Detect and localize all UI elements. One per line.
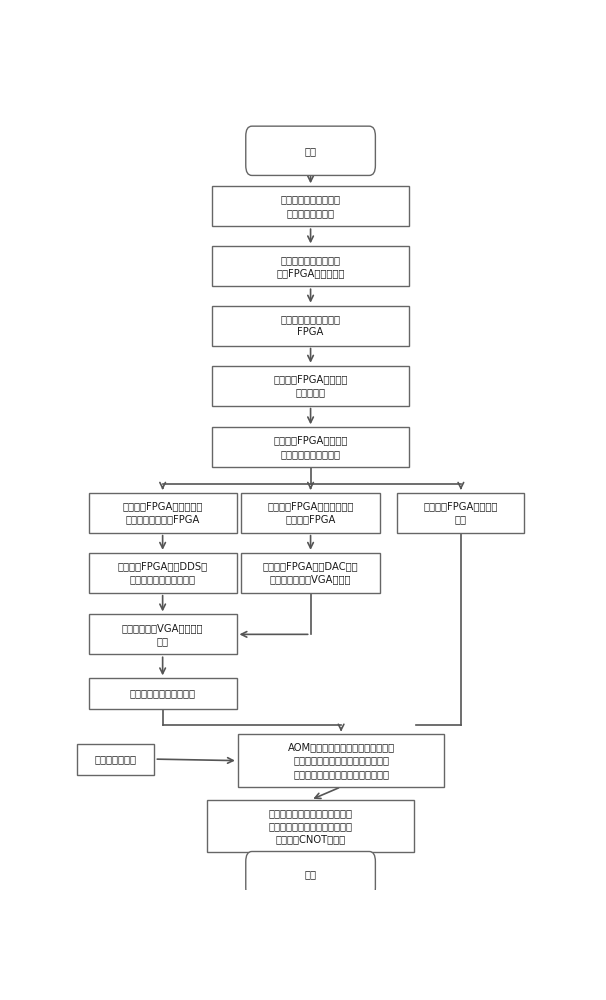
Text: AOM依据射频信号对激光进行调制，
输出不同频率、幅度和相位的激光，
并依据数字信号对激光进行通断控制: AOM依据射频信号对激光进行调制， 输出不同频率、幅度和相位的激光， 并依据数字… [287, 742, 395, 779]
Text: 激光器输出激光: 激光器输出激光 [95, 754, 137, 764]
Text: 射频合成FPGA设置DAC的输
出值，进而控制VGA的增益: 射频合成FPGA设置DAC的输 出值，进而控制VGA的增益 [263, 561, 358, 584]
Text: 结束: 结束 [305, 870, 316, 880]
FancyBboxPatch shape [88, 553, 236, 593]
Text: 开始: 开始 [305, 146, 316, 156]
FancyBboxPatch shape [207, 800, 414, 852]
Text: 时序控制FPGA逐条执行
指令，依据指令功能：: 时序控制FPGA逐条执行 指令，依据指令功能： [273, 436, 348, 459]
FancyBboxPatch shape [212, 366, 409, 406]
Text: 时序控制FPGA输出数字
信号: 时序控制FPGA输出数字 信号 [424, 501, 498, 524]
FancyBboxPatch shape [212, 186, 409, 226]
Text: 把信号参数转换为时序
控制FPGA的机器指令: 把信号参数转换为时序 控制FPGA的机器指令 [276, 255, 345, 278]
FancyBboxPatch shape [398, 493, 524, 533]
Text: 射频合成FPGA设置DDS输
出射频信号的频率、相位: 射频合成FPGA设置DDS输 出射频信号的频率、相位 [118, 561, 208, 584]
FancyBboxPatch shape [241, 553, 380, 593]
Text: 把指令传送给时序控制
FPGA: 把指令传送给时序控制 FPGA [281, 314, 341, 337]
Text: 设置实验所需射频信号
和数字信号的参数: 设置实验所需射频信号 和数字信号的参数 [281, 195, 341, 218]
FancyBboxPatch shape [77, 744, 155, 774]
FancyBboxPatch shape [246, 126, 375, 175]
FancyBboxPatch shape [88, 614, 236, 654]
FancyBboxPatch shape [212, 246, 409, 286]
Text: 时序控制FPGA把频率、相
位值传给射频合成FPGA: 时序控制FPGA把频率、相 位值传给射频合成FPGA [122, 501, 203, 524]
FancyBboxPatch shape [212, 427, 409, 467]
Text: 时序控制FPGA接收指令
并存入内存: 时序控制FPGA接收指令 并存入内存 [273, 374, 348, 397]
FancyBboxPatch shape [246, 852, 375, 898]
FancyBboxPatch shape [241, 493, 380, 533]
FancyBboxPatch shape [212, 306, 409, 346]
Text: 射频信号经过VGA进行幅度
放大: 射频信号经过VGA进行幅度 放大 [122, 623, 204, 646]
Text: 射频信号功率放大和滤波: 射频信号功率放大和滤波 [130, 689, 196, 699]
FancyBboxPatch shape [88, 678, 236, 709]
FancyBboxPatch shape [88, 493, 236, 533]
Text: 不同幅度和相位的激光脉冲作用
在离子阱中的冷离子上，实现交
换操作和CNOT门操作: 不同幅度和相位的激光脉冲作用 在离子阱中的冷离子上，实现交 换操作和CNOT门操… [268, 808, 353, 844]
FancyBboxPatch shape [238, 734, 444, 787]
Text: 时序控制FPGA把幅度值传给
射频合成FPGA: 时序控制FPGA把幅度值传给 射频合成FPGA [267, 501, 354, 524]
